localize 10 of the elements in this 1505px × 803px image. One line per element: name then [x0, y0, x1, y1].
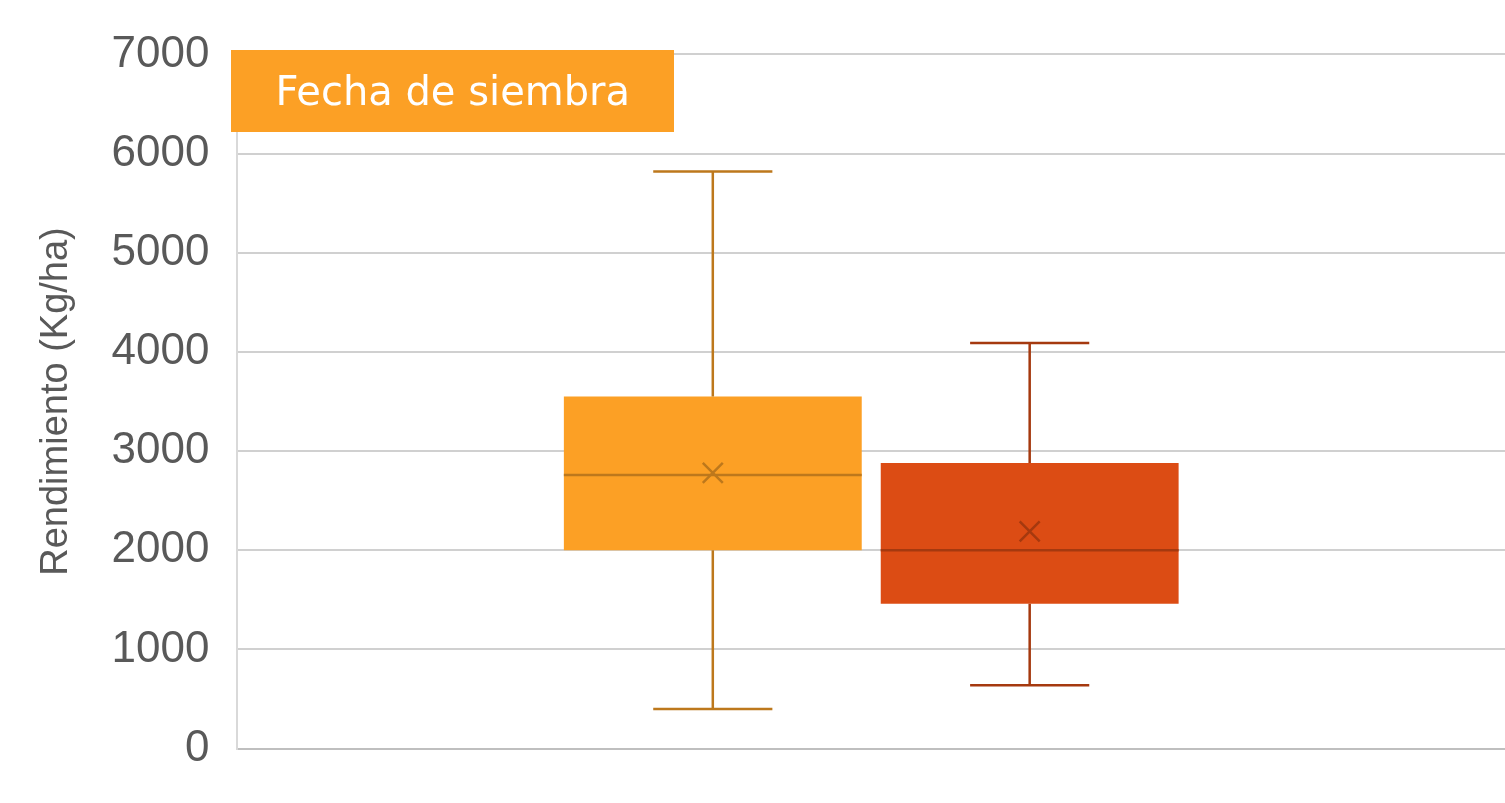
- y-axis-title: Rendimiento (Kg/ha): [33, 227, 76, 576]
- y-tick-label: 7000: [111, 26, 210, 76]
- y-tick-label: 5000: [111, 224, 210, 274]
- y-tick-label: 3000: [111, 423, 210, 473]
- y-tick-label: 0: [185, 720, 210, 770]
- y-tick-label: 6000: [111, 125, 210, 175]
- y-tick-label: 4000: [111, 324, 210, 374]
- y-tick-label: 2000: [111, 522, 210, 572]
- y-tick-label: 1000: [111, 621, 210, 671]
- annotation: Fecha de siembra: [231, 50, 675, 133]
